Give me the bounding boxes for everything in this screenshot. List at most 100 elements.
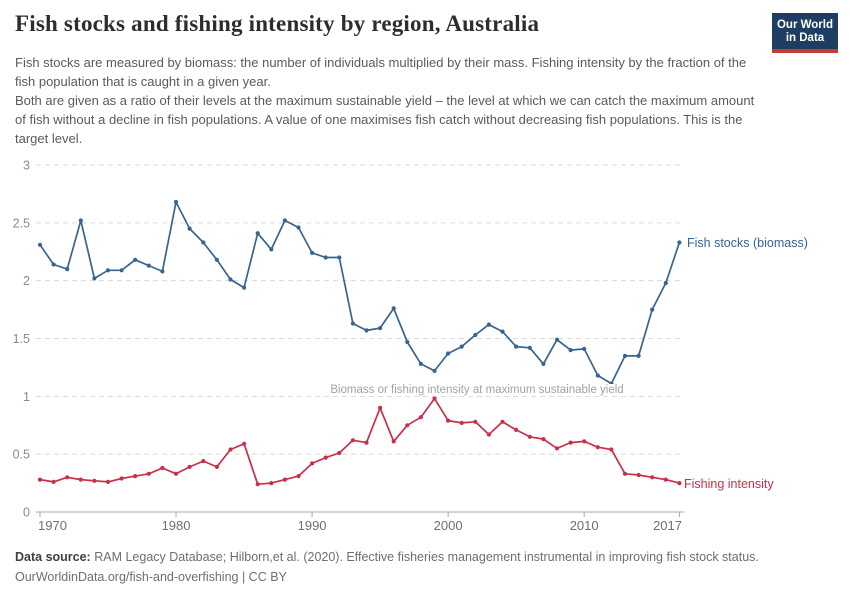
- data-point-marker: [173, 199, 179, 205]
- y-axis-tick-label: 1.5: [13, 332, 30, 346]
- data-point-marker: [119, 476, 124, 481]
- data-point-marker: [663, 280, 668, 286]
- data-point-marker: [133, 474, 138, 479]
- data-point-marker: [350, 321, 355, 326]
- series-label-fish-stocks: Fish stocks (biomass): [687, 236, 808, 250]
- data-point-marker: [173, 471, 179, 476]
- data-point-marker: [51, 262, 56, 267]
- data-point-marker: [459, 420, 464, 425]
- data-point-marker: [636, 472, 641, 478]
- y-axis-tick-label: 2.5: [13, 216, 30, 230]
- data-point-marker: [595, 445, 600, 450]
- data-point-marker: [391, 439, 396, 444]
- data-point-marker: [554, 337, 560, 342]
- data-point-marker: [514, 344, 519, 349]
- data-point-marker: [269, 247, 274, 252]
- chart-footer: Data source: RAM Legacy Database; Hilbor…: [15, 547, 835, 587]
- data-point-marker: [595, 373, 600, 378]
- data-point-marker: [323, 255, 328, 260]
- data-point-marker: [296, 225, 301, 230]
- data-point-marker: [65, 475, 70, 480]
- data-point-marker: [446, 418, 451, 423]
- data-point-marker: [405, 339, 410, 345]
- data-point-marker: [663, 477, 668, 482]
- data-point-marker: [51, 479, 56, 484]
- data-point-marker: [554, 446, 560, 451]
- data-source-label: Data source:: [15, 550, 91, 564]
- data-point-marker: [105, 479, 111, 484]
- data-point-marker: [527, 345, 532, 350]
- data-point-marker: [486, 322, 491, 327]
- footer-license[interactable]: OurWorldinData.org/fish-and-overfishing …: [15, 570, 287, 584]
- data-point-marker: [568, 440, 573, 445]
- series-line-fishing-intensity: [39, 397, 681, 486]
- data-point-marker: [187, 464, 192, 469]
- owid-logo[interactable]: Our World in Data: [772, 13, 838, 53]
- subtitle-paragraph-2: Both are given as a ratio of their level…: [15, 93, 755, 146]
- data-point-marker: [228, 277, 233, 282]
- data-source-text: RAM Legacy Database; Hilborn,et al. (202…: [90, 550, 759, 564]
- data-point-marker: [677, 240, 682, 245]
- data-point-marker: [432, 368, 437, 373]
- data-point-marker: [459, 344, 464, 349]
- data-point-marker: [500, 419, 505, 424]
- chart-subtitle: Fish stocks are measured by biomass: the…: [15, 53, 760, 148]
- x-axis-tick-label: 1990: [298, 518, 327, 533]
- data-point-marker: [418, 361, 423, 366]
- data-point-marker: [473, 419, 478, 424]
- data-point-marker: [214, 464, 219, 469]
- data-point-marker: [432, 396, 437, 401]
- series-line-fish-stocks: [39, 201, 681, 385]
- data-point-marker: [514, 427, 519, 432]
- x-axis-tick-label: 2000: [434, 518, 463, 533]
- data-point-marker: [78, 218, 83, 223]
- data-point-marker: [527, 434, 532, 439]
- data-point-marker: [282, 218, 287, 223]
- data-point-marker: [378, 326, 383, 331]
- page-title: Fish stocks and fishing intensity by reg…: [15, 11, 540, 36]
- data-point-marker: [323, 455, 328, 460]
- data-point-marker: [187, 226, 192, 231]
- data-point-marker: [650, 307, 655, 312]
- data-point-marker: [310, 461, 315, 466]
- x-axis-tick-label: 1980: [162, 518, 191, 533]
- data-point-marker: [242, 285, 247, 290]
- owid-logo-line2: in Data: [785, 32, 825, 44]
- data-point-marker: [378, 405, 383, 410]
- data-point-marker: [582, 439, 587, 444]
- data-point-marker: [37, 477, 43, 482]
- owid-logo-line1: Our World: [776, 19, 833, 31]
- data-point-marker: [214, 257, 219, 262]
- data-point-marker: [446, 351, 451, 356]
- data-point-marker: [133, 257, 138, 262]
- data-point-marker: [255, 231, 260, 236]
- data-point-marker: [255, 482, 260, 487]
- data-point-marker: [78, 477, 83, 482]
- data-point-marker: [364, 440, 369, 445]
- data-point-marker: [160, 465, 165, 471]
- data-point-marker: [146, 263, 151, 268]
- data-point-marker: [310, 250, 315, 255]
- series-label-fishing-intensity: Fishing intensity: [684, 477, 774, 491]
- data-point-marker: [650, 475, 655, 480]
- data-point-marker: [541, 361, 546, 366]
- data-point-marker: [337, 255, 342, 260]
- subtitle-paragraph-1: Fish stocks are measured by biomass: the…: [15, 55, 747, 89]
- data-point-marker: [242, 441, 247, 446]
- data-point-marker: [160, 269, 165, 274]
- data-point-marker: [282, 477, 287, 482]
- data-source-line: Data source: RAM Legacy Database; Hilbor…: [15, 547, 835, 567]
- data-point-marker: [486, 432, 491, 437]
- data-point-marker: [364, 328, 369, 333]
- data-point-marker: [541, 437, 546, 442]
- data-point-marker: [609, 447, 614, 452]
- data-point-marker: [622, 471, 628, 476]
- data-point-marker: [37, 242, 43, 247]
- data-point-marker: [677, 481, 682, 486]
- data-point-marker: [473, 332, 478, 338]
- data-point-marker: [636, 353, 641, 358]
- data-point-marker: [622, 353, 628, 358]
- data-point-marker: [500, 329, 505, 334]
- data-point-marker: [201, 240, 206, 245]
